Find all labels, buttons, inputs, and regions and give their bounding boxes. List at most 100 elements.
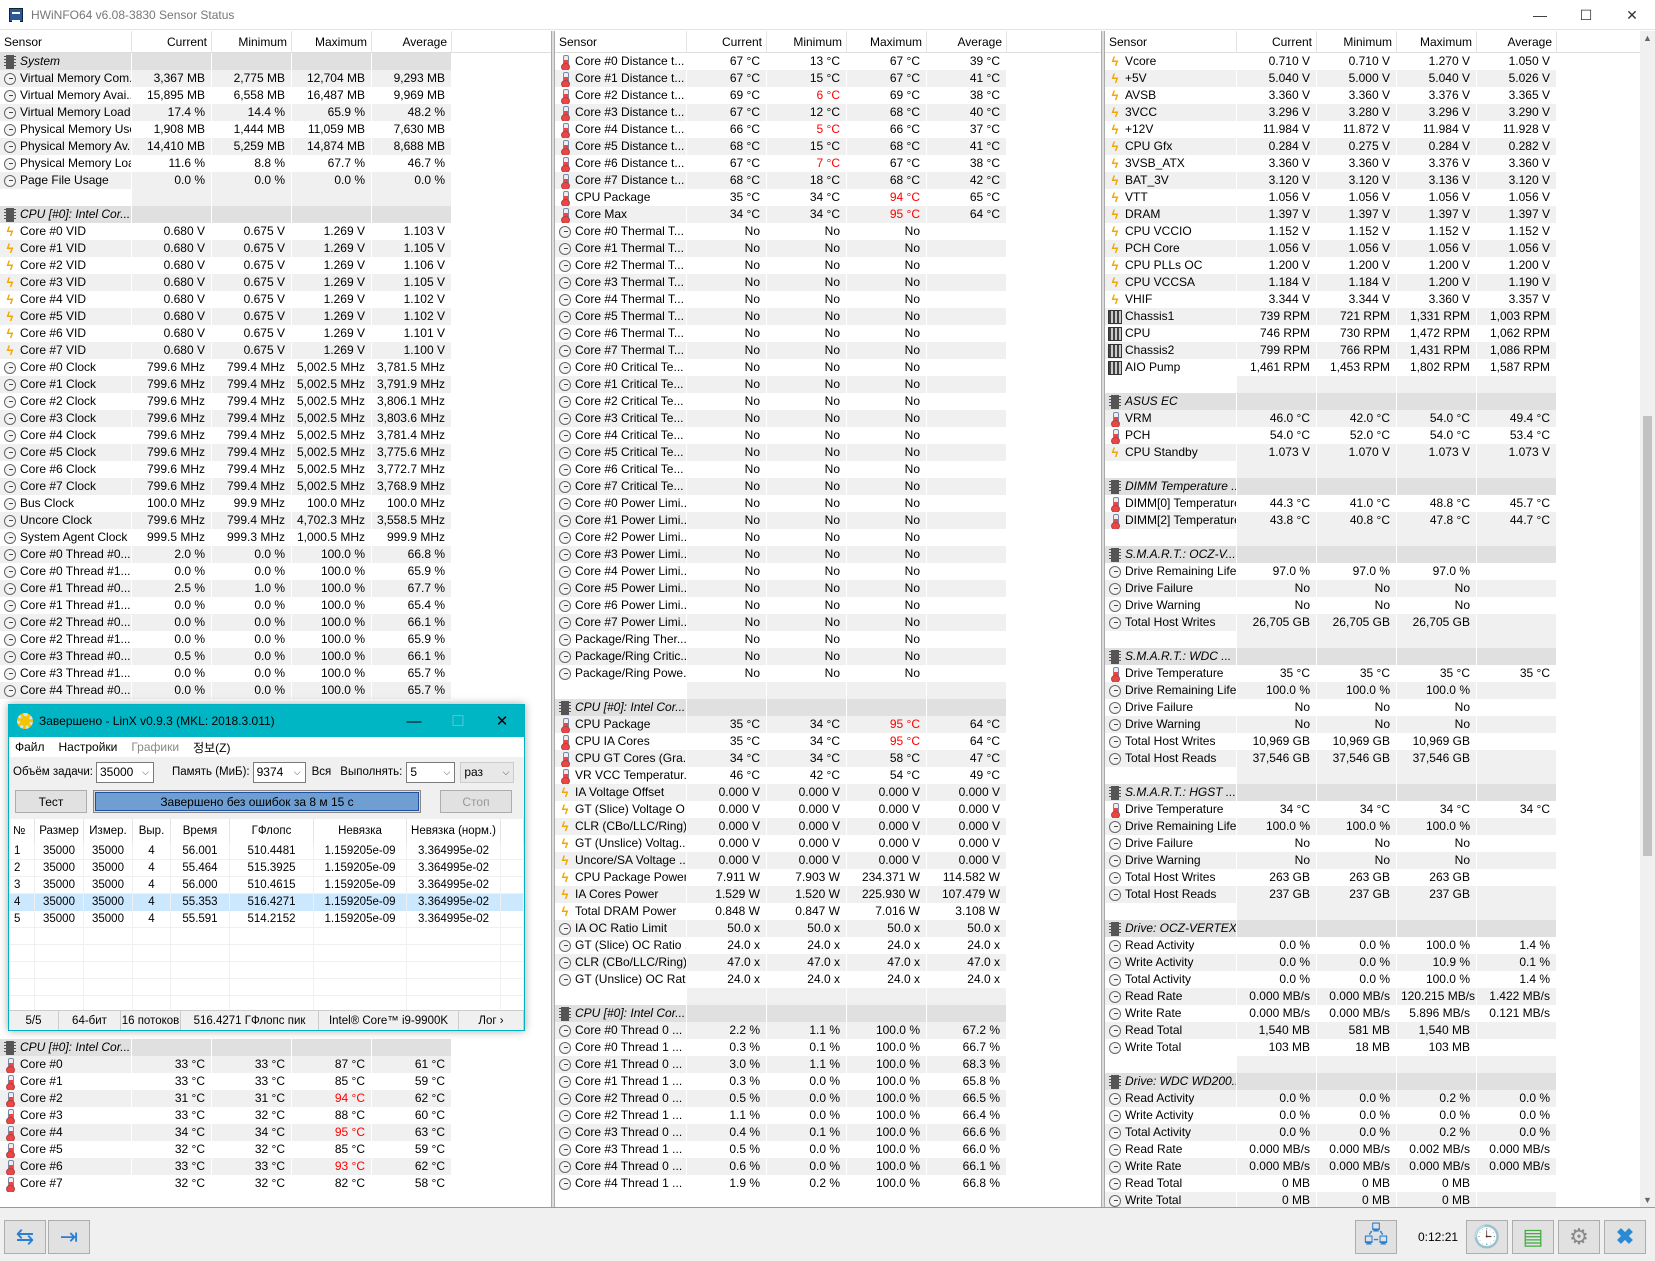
sensor-row[interactable]: Core #3 Clock 799.6 MHz 799.4 MHz 5,002.5 M… [0, 410, 551, 427]
sensor-row[interactable]: Core #1 Thread #0... 2.5 % 1.0 % 100.0 % 67.… [0, 580, 551, 597]
scroll-down-arrow-icon[interactable]: ▼ [1643, 1195, 1652, 1205]
sensor-row[interactable]: Core #5 Critical Te... No No No [555, 444, 1101, 461]
sensor-row[interactable]: Core Max 34 °C 34 °C 95 °C 64 °C [555, 206, 1101, 223]
sensor-row[interactable]: Total Host Writes 263 GB 263 GB 263 GB [1105, 869, 1640, 886]
sensor-row[interactable]: Core #1 Thread 0 ... 3.0 % 1.1 % 100.0 % 68.… [555, 1056, 1101, 1073]
column-header-maximum[interactable]: Maximum [292, 31, 372, 53]
sensor-row[interactable]: Core #2 Power Limi... No No No [555, 529, 1101, 546]
column-header-sensor[interactable]: Sensor [1105, 31, 1237, 53]
sensor-row[interactable]: GT (Slice) Voltage O...0.000 V0.000 V0.0… [555, 801, 1101, 818]
sensor-row[interactable]: Core #7 Power Limi... No No No [555, 614, 1101, 631]
column-header-average[interactable]: Average [927, 31, 1007, 53]
sensor-row[interactable]: Package/Ring Ther... No No No [555, 631, 1101, 648]
sensor-row[interactable]: Read Rate 0.000 MB/s 0.000 MB/s 120.215 MB/… [1105, 988, 1640, 1005]
results-column-header[interactable]: Измер. [84, 819, 133, 843]
sensor-row[interactable]: Core #2 Thermal T... No No No [555, 257, 1101, 274]
sensor-row[interactable]: Core #4 Power Limi... No No No [555, 563, 1101, 580]
sensor-row[interactable]: Core #4 Thread 1 ... 1.9 % 0.2 % 100.0 % 66.… [555, 1175, 1101, 1192]
sensor-row[interactable]: Core #2 Clock 799.6 MHz 799.4 MHz 5,002.5 M… [0, 393, 551, 410]
results-column-header[interactable]: № [9, 819, 35, 843]
sensor-row[interactable]: Uncore Clock 799.6 MHz 799.4 MHz 4,702.3 MH… [0, 512, 551, 529]
sensor-row[interactable]: Physical Memory Load 11.6 % 8.8 % 67.7 % 46.… [0, 155, 551, 172]
sensor-row[interactable]: Virtual Memory Avai... 15,895 MB 6,558 MB 1… [0, 87, 551, 104]
sensor-row[interactable]: Core #6 Power Limi... No No No [555, 597, 1101, 614]
sensor-row[interactable]: PCH 54.0 °C 52.0 °C 54.0 °C 53.4 °C [1105, 427, 1640, 444]
column-header-current[interactable]: Current [1237, 31, 1317, 53]
panel-splitter[interactable] [1101, 31, 1105, 1207]
sensor-row[interactable]: CPU GT Cores (Gra... 34 °C 34 °C 58 °C 47 °C [555, 750, 1101, 767]
results-column-header[interactable]: Невязка (норм.) [407, 819, 501, 843]
results-column-header[interactable]: Время [171, 819, 230, 843]
sensor-row[interactable]: Core #1 33 °C 33 °C 85 °C 59 °C [0, 1073, 452, 1090]
sensor-group-header[interactable]: CPU [#0]: Intel Cor... [0, 206, 551, 223]
sensor-row[interactable]: Core #5 Distance t... 68 °C 15 °C 68 °C 41 °… [555, 138, 1101, 155]
sensor-row[interactable]: Core #4 Thread #0... 0.0 % 0.0 % 100.0 % 65.… [0, 682, 551, 699]
sensor-row[interactable]: CPU Package 35 °C 34 °C 94 °C 65 °C [555, 189, 1101, 206]
sensor-row[interactable]: Core #0 Thermal T... No No No [555, 223, 1101, 240]
linx-maximize-button[interactable]: ☐ [451, 713, 465, 730]
results-row[interactable]: 5 35000 35000 4 55.591 514.2152 1.159205e-09 3.… [9, 911, 524, 928]
sensor-row[interactable]: Core #3 Thread 1 ... 0.5 % 0.0 % 100.0 % 66.… [555, 1141, 1101, 1158]
menu-file[interactable]: Файл [15, 740, 45, 754]
results-column-header[interactable]: Невязка [314, 819, 407, 843]
sensor-row[interactable]: Core #5 Power Limi... No No No [555, 580, 1101, 597]
network-button[interactable]: 🖧 [1355, 1220, 1397, 1254]
close-button[interactable]: ✕ [1626, 6, 1638, 23]
sensor-row[interactable]: Core #0 Thread #1... 0.0 % 0.0 % 100.0 % 65.… [0, 563, 551, 580]
sensor-row[interactable]: Core #7 Thermal T... No No No [555, 342, 1101, 359]
sensor-row[interactable]: Bus Clock 100.0 MHz 99.9 MHz 100.0 MHz 100.0… [0, 495, 551, 512]
linx-minimize-button[interactable]: — [406, 712, 422, 730]
sensor-row[interactable]: VR VCC Temperatur... 46 °C 42 °C 54 °C 49 °C [555, 767, 1101, 784]
sensor-row[interactable]: CPU IA Cores 35 °C 34 °C 95 °C 64 °C [555, 733, 1101, 750]
sensor-row[interactable]: Core #0 Distance t... 67 °C 13 °C 67 °C 39 °… [555, 53, 1101, 70]
sensor-row[interactable]: Core #2 Critical Te... No No No [555, 393, 1101, 410]
column-header-maximum[interactable]: Maximum [847, 31, 927, 53]
sensor-row[interactable]: Drive Failure No No No [1105, 699, 1640, 716]
sensor-row[interactable]: Core #2 Thread 0 ... 0.5 % 0.0 % 100.0 % 66.… [555, 1090, 1101, 1107]
sensor-row[interactable]: Core #0 Clock 799.6 MHz 799.4 MHz 5,002.5 M… [0, 359, 551, 376]
column-header-average[interactable]: Average [1477, 31, 1557, 53]
results-column-header[interactable]: Выр. [133, 819, 171, 843]
logging-button[interactable]: ▤ [1512, 1220, 1554, 1254]
sensor-row[interactable]: CPU 746 RPM 730 RPM 1,472 RPM 1,062 RPM [1105, 325, 1640, 342]
settings-button[interactable]: ⚙ [1558, 1220, 1600, 1254]
all-memory-label[interactable]: Вся [311, 766, 332, 778]
stop-button[interactable]: Стоп [440, 790, 512, 813]
sensor-row[interactable]: Uncore/SA Voltage ...0.000 V0.000 V0.000… [555, 852, 1101, 869]
sensor-group-header[interactable]: S.M.A.R.T.: OCZ-V... [1105, 546, 1640, 563]
sensor-row[interactable]: Core #0 Thread #0... 2.0 % 0.0 % 100.0 % 66.… [0, 546, 551, 563]
sensor-row[interactable]: Core #0 Critical Te... No No No [555, 359, 1101, 376]
scrollbar-thumb[interactable] [1643, 416, 1652, 856]
sensor-row[interactable]: Core #1 Power Limi... No No No [555, 512, 1101, 529]
sensor-row[interactable]: CPU Package 35 °C 34 °C 95 °C 64 °C [555, 716, 1101, 733]
sensor-row[interactable]: Physical Memory Av... 14,410 MB 5,259 MB 14… [0, 138, 551, 155]
sensor-row[interactable]: Virtual Memory Load 17.4 % 14.4 % 65.9 % 48.… [0, 104, 551, 121]
sensor-row[interactable]: Core #2 Thread #0... 0.0 % 0.0 % 100.0 % 66.… [0, 614, 551, 631]
sensor-row[interactable]: Drive Warning No No No [1105, 597, 1640, 614]
sensor-row[interactable]: Write Activity 0.0 % 0.0 % 10.9 % 0.1 % [1105, 954, 1640, 971]
sensor-row[interactable]: CPU PLLs OC1.200 V1.200 V1.200 V1.200 V [1105, 257, 1640, 274]
sensor-group-header[interactable]: CPU [#0]: Intel Cor... [555, 699, 1101, 716]
results-column-header[interactable]: ГФлопс [230, 819, 314, 843]
sensor-group-header[interactable]: Drive: OCZ-VERTEX... [1105, 920, 1640, 937]
sensor-row[interactable]: Drive Remaining Life 100.0 % 100.0 % 100.0 … [1105, 682, 1640, 699]
sensor-row[interactable]: Core #2 Distance t... 69 °C 6 °C 69 °C 38 °C [555, 87, 1101, 104]
column-header-current[interactable]: Current [687, 31, 767, 53]
sensor-row[interactable]: Total Host Writes 10,969 GB 10,969 GB 10,96… [1105, 733, 1640, 750]
sensor-group-header[interactable]: DIMM Temperature ... [1105, 478, 1640, 495]
sensor-row[interactable]: Core #3 33 °C 32 °C 88 °C 60 °C [0, 1107, 452, 1124]
sensor-row[interactable]: Core #7 Critical Te... No No No [555, 478, 1101, 495]
